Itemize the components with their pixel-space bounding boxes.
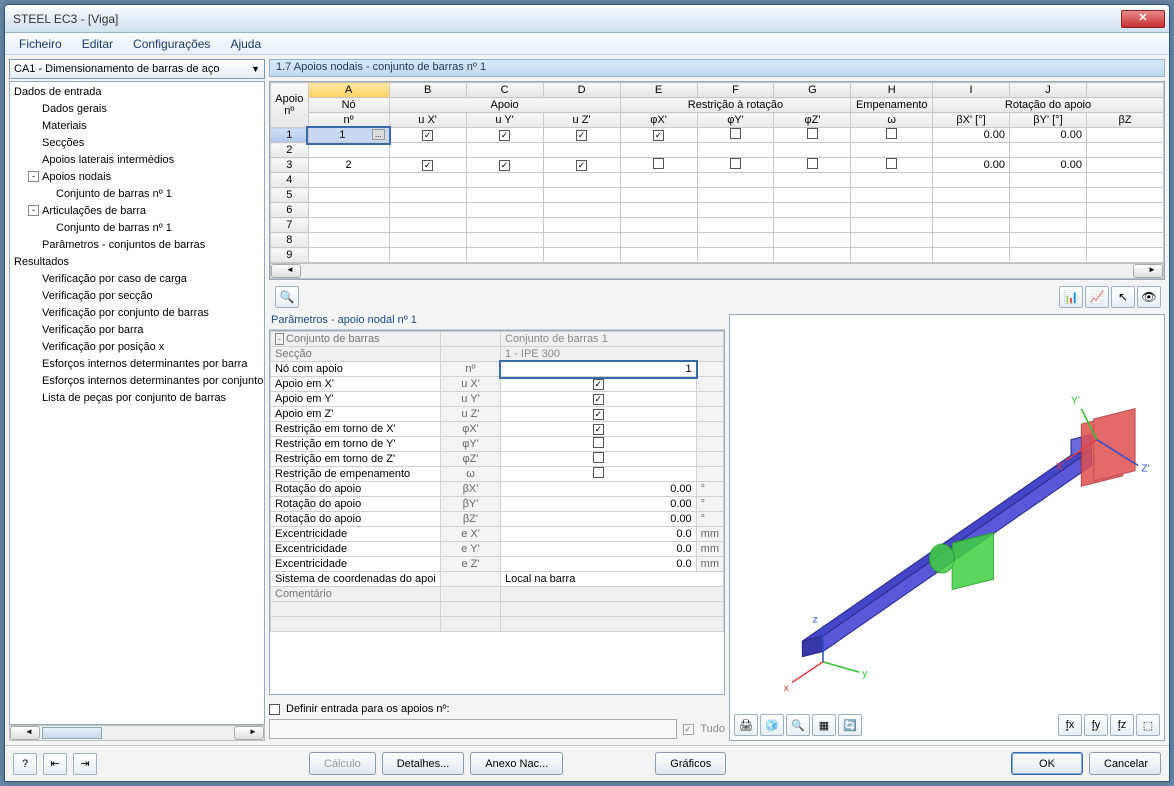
3d-viewer[interactable]: x y z X' Y' Z' 🖨 (729, 314, 1165, 741)
main-grid[interactable]: ApoionºABCDEFGHIJNóApoioRestrição à rota… (269, 81, 1165, 280)
menubar: Ficheiro Editar Configurações Ajuda (5, 33, 1169, 55)
chevron-down-icon: ▼ (251, 64, 260, 74)
svg-text:y: y (862, 668, 868, 679)
tree-item[interactable]: Dados de entrada (10, 84, 264, 101)
view-iso-icon[interactable]: ⬚ (1136, 714, 1160, 736)
tree-hscroll[interactable]: ◄► (9, 725, 265, 741)
tree-item[interactable]: Esforços internos determinantes por barr… (10, 356, 264, 373)
tudo-label: Tudo (700, 723, 725, 735)
graficos-button[interactable]: Gráficos (655, 752, 726, 775)
pointer-icon[interactable]: ↖ (1111, 286, 1135, 308)
tree-item[interactable]: Verificação por posição x (10, 339, 264, 356)
tree-item[interactable]: Lista de peças por conjunto de barras (10, 390, 264, 407)
tree-item[interactable]: -Apoios nodais (10, 169, 264, 186)
define-label: Definir entrada para os apoios nº: (286, 703, 450, 715)
ok-button[interactable]: OK (1011, 752, 1083, 775)
export-icon[interactable]: 📊 (1059, 286, 1083, 308)
import-icon[interactable]: ⇤ (43, 753, 67, 775)
svg-text:Y': Y' (1071, 396, 1080, 407)
tree-item[interactable]: Resultados (10, 254, 264, 271)
svg-text:Z': Z' (1141, 464, 1149, 475)
calculo-button[interactable]: Cálculo (309, 752, 376, 775)
view-z-icon[interactable]: f͓z (1110, 714, 1134, 736)
tree-item[interactable]: Parâmetros - conjuntos de barras (10, 237, 264, 254)
view-tool-4-icon[interactable]: ▦ (812, 714, 836, 736)
tree-item[interactable]: Verificação por conjunto de barras (10, 305, 264, 322)
menu-ficheiro[interactable]: Ficheiro (11, 35, 70, 53)
tree-item[interactable]: Dados gerais (10, 101, 264, 118)
tree-item[interactable]: Verificação por barra (10, 322, 264, 339)
tree-item[interactable]: Conjunto de barras nº 1 (10, 220, 264, 237)
view-tool-5-icon[interactable]: 🔄 (838, 714, 862, 736)
svg-text:x: x (784, 683, 790, 694)
menu-editar[interactable]: Editar (74, 35, 121, 53)
define-input[interactable] (269, 719, 677, 739)
tree-item[interactable]: Apoios laterais intermédios (10, 152, 264, 169)
tree-item[interactable]: Conjunto de barras nº 1 (10, 186, 264, 203)
window-title: STEEL EC3 - [Viga] (9, 12, 1121, 26)
tree-item[interactable]: Verificação por secção (10, 288, 264, 305)
help-icon[interactable]: ? (13, 753, 37, 775)
view-tool-3-icon[interactable]: 🔍 (786, 714, 810, 736)
menu-ajuda[interactable]: Ajuda (222, 35, 269, 53)
anexo-button[interactable]: Anexo Nac... (470, 752, 563, 775)
case-combo[interactable]: CA1 - Dimensionamento de barras de aço ▼ (9, 59, 265, 79)
grid-hscroll[interactable]: ◄► (270, 263, 1164, 279)
eye-icon[interactable]: 👁 (1137, 286, 1161, 308)
svg-text:z: z (813, 615, 818, 626)
close-button[interactable]: ✕ (1121, 10, 1165, 28)
export3-icon[interactable]: ⇥ (73, 753, 97, 775)
define-checkbox[interactable] (269, 704, 280, 715)
tree-item[interactable]: Secções (10, 135, 264, 152)
nav-tree[interactable]: Dados de entradaDados geraisMateriaisSec… (9, 81, 265, 725)
titlebar: STEEL EC3 - [Viga] ✕ (5, 5, 1169, 33)
params-grid[interactable]: -Conjunto de barrasConjunto de barras 1S… (269, 330, 725, 695)
view-tool-1-icon[interactable]: 🖨 (734, 714, 758, 736)
svg-text:X': X' (1056, 462, 1065, 473)
tree-item[interactable]: Esforços internos determinantes por conj… (10, 373, 264, 390)
tudo-checkbox[interactable] (683, 724, 694, 735)
detalhes-button[interactable]: Detalhes... (382, 752, 465, 775)
params-title: Parâmetros - apoio nodal nº 1 (269, 314, 725, 330)
app-window: STEEL EC3 - [Viga] ✕ Ficheiro Editar Con… (4, 4, 1170, 782)
cancelar-button[interactable]: Cancelar (1089, 752, 1161, 775)
grid-title: 1.7 Apoios nodais - conjunto de barras n… (269, 59, 1165, 77)
menu-config[interactable]: Configurações (125, 35, 218, 53)
tree-item[interactable]: -Articulações de barra (10, 203, 264, 220)
footer: ? ⇤ ⇥ Cálculo Detalhes... Anexo Nac... G… (5, 745, 1169, 781)
find-icon[interactable]: 🔍 (275, 286, 299, 308)
export2-icon[interactable]: 📈 (1085, 286, 1109, 308)
view-tool-2-icon[interactable]: 🧊 (760, 714, 784, 736)
tree-item[interactable]: Verificação por caso de carga (10, 271, 264, 288)
view-x-icon[interactable]: f͓x (1058, 714, 1082, 736)
tree-item[interactable]: Materiais (10, 118, 264, 135)
view-y-icon[interactable]: f͓y (1084, 714, 1108, 736)
